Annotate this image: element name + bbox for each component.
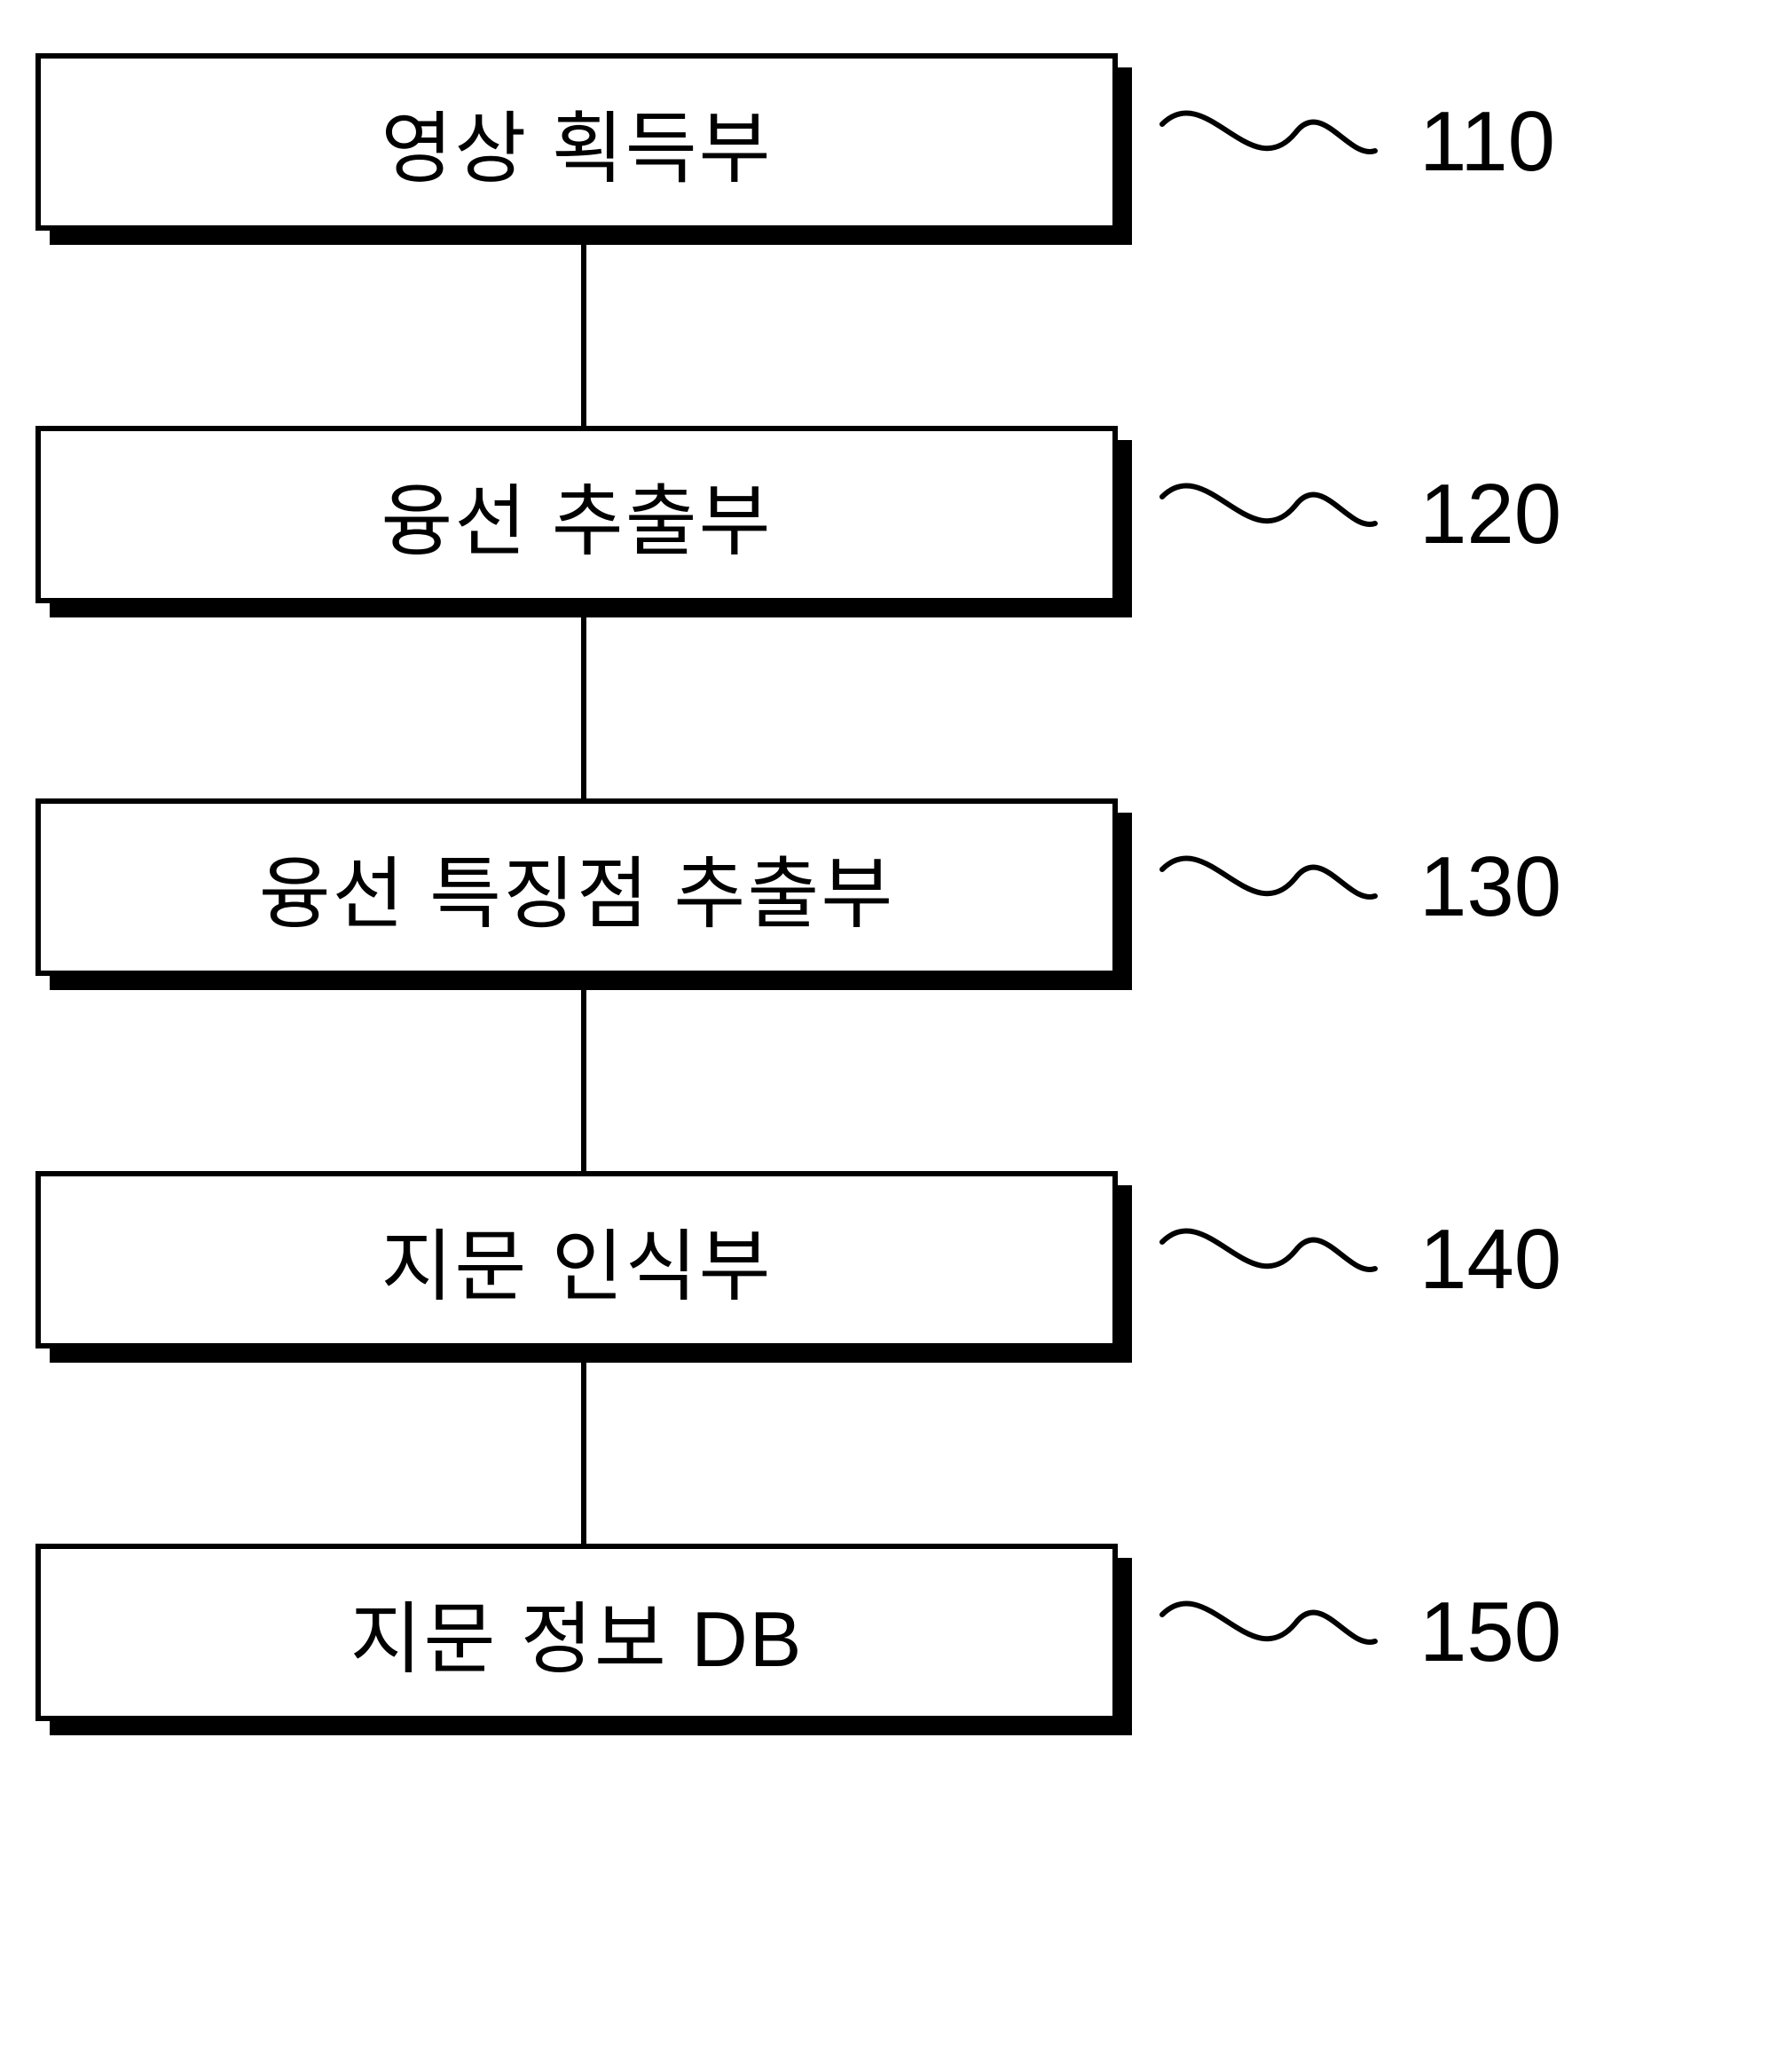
- node-box-wrapper: 지문 인식부: [35, 1171, 1118, 1348]
- vertical-connector: [581, 976, 586, 1171]
- flowchart-node-130: 융선 특징점 추출부 130: [35, 798, 1757, 976]
- flowchart-node-120: 융선 추출부 120: [35, 426, 1757, 603]
- node-box: 융선 추출부: [35, 426, 1118, 603]
- vertical-connector-wrapper: [35, 231, 1132, 426]
- leader-line: [1153, 426, 1384, 603]
- node-box: 지문 인식부: [35, 1171, 1118, 1348]
- reference-number: 120: [1419, 466, 1561, 563]
- node-box: 지문 정보 DB: [35, 1544, 1118, 1721]
- node-box-wrapper: 융선 특징점 추출부: [35, 798, 1118, 976]
- node-box-wrapper: 지문 정보 DB: [35, 1544, 1118, 1721]
- node-label: 지문 인식부: [381, 1204, 772, 1317]
- reference-number: 140: [1419, 1211, 1561, 1309]
- node-box: 영상 획득부: [35, 53, 1118, 231]
- node-box: 융선 특징점 추출부: [35, 798, 1118, 976]
- leader-line: [1153, 798, 1384, 976]
- flowchart-node-150: 지문 정보 DB 150: [35, 1544, 1757, 1721]
- flowchart-node-140: 지문 인식부 140: [35, 1171, 1757, 1348]
- vertical-connector: [581, 1348, 586, 1544]
- leader-line: [1153, 1171, 1384, 1348]
- vertical-connector-wrapper: [35, 603, 1132, 798]
- node-label: 영상 획득부: [381, 86, 772, 199]
- node-label: 융선 특징점 추출부: [259, 831, 895, 944]
- leader-line: [1153, 53, 1384, 231]
- leader-line: [1153, 1544, 1384, 1721]
- vertical-connector-wrapper: [35, 976, 1132, 1171]
- node-box-wrapper: 융선 추출부: [35, 426, 1118, 603]
- flowchart-node-110: 영상 획득부 110: [35, 53, 1757, 231]
- vertical-connector-wrapper: [35, 1348, 1132, 1544]
- reference-number: 150: [1419, 1584, 1561, 1681]
- node-label: 융선 추출부: [381, 459, 772, 571]
- reference-number: 110: [1419, 93, 1555, 191]
- vertical-connector: [581, 603, 586, 798]
- node-label: 지문 정보 DB: [350, 1576, 804, 1689]
- reference-number: 130: [1419, 838, 1561, 936]
- node-box-wrapper: 영상 획득부: [35, 53, 1118, 231]
- vertical-connector: [581, 231, 586, 426]
- flowchart-container: 영상 획득부 110 융선 추출부 120 융선 특징점 추출부 130 지문 인식부 140…: [35, 53, 1757, 1721]
